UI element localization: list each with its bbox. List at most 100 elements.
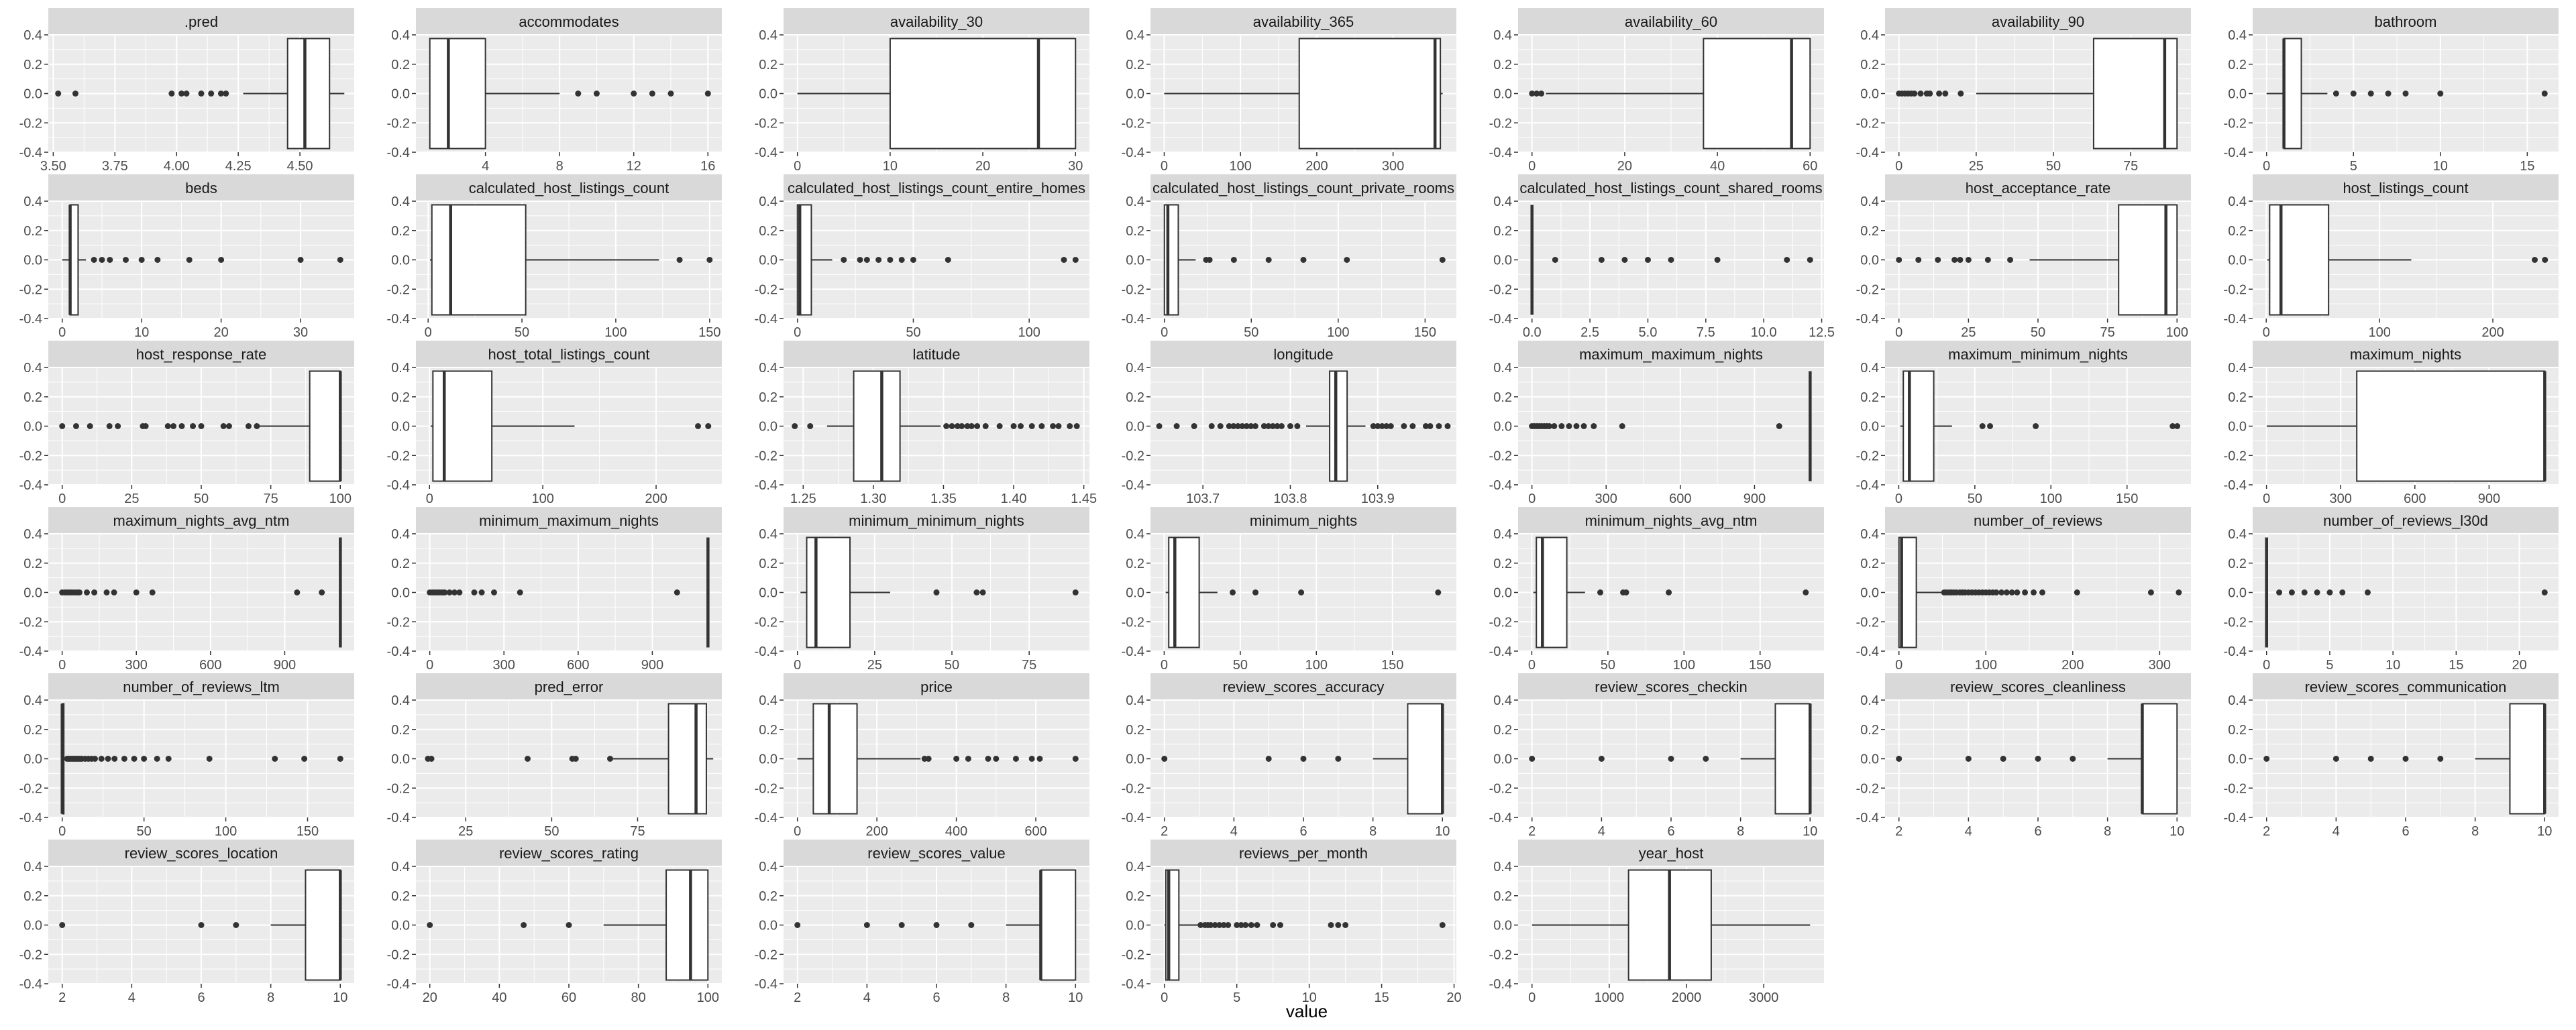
x-tick-label: 50 bbox=[1601, 658, 1615, 673]
x-tick-label: 600 bbox=[1024, 824, 1046, 839]
outlier-point bbox=[863, 922, 870, 928]
facet-strip-label: minimum_nights_avg_ntm bbox=[1585, 512, 1758, 529]
y-tick-label: 0.0 bbox=[2228, 586, 2247, 601]
outlier-point bbox=[91, 756, 98, 762]
outlier-point bbox=[1230, 589, 1236, 595]
facet-panel: minimum_maximum_nights 0.4 0.2 0.0 -0.2 -0.4 0… bbox=[387, 507, 722, 673]
outlier-point bbox=[1265, 423, 1272, 429]
y-tick-label: 0.4 bbox=[391, 361, 410, 376]
outlier-point bbox=[99, 257, 105, 263]
x-tick-label: 0 bbox=[1895, 325, 1902, 340]
facet-strip bbox=[1885, 673, 2191, 700]
x-tick-label: 300 bbox=[1595, 492, 1617, 506]
facet-panel: maximum_minimum_nights 0.4 0.2 0.0 -0.2 -0.4 0… bbox=[1856, 341, 2191, 506]
outlier-point bbox=[1072, 257, 1079, 263]
outlier-point bbox=[517, 589, 523, 595]
x-tick-label: 100 bbox=[1327, 325, 1349, 340]
x-tick-label: 103.9 bbox=[1361, 492, 1395, 506]
y-tick-label: 0.2 bbox=[1493, 723, 1512, 738]
outlier-point bbox=[337, 756, 343, 762]
x-tick-label: 6 bbox=[932, 990, 940, 1005]
x-tick-label: 4 bbox=[863, 990, 871, 1005]
y-tick-label: -0.2 bbox=[387, 116, 410, 131]
outlier-point bbox=[206, 756, 213, 762]
x-tick-label: 300 bbox=[2330, 492, 2352, 506]
facet-strip bbox=[784, 174, 1089, 201]
y-tick-label: -0.4 bbox=[1122, 644, 1144, 659]
outlier-point bbox=[968, 423, 975, 429]
y-tick-label: 0.2 bbox=[1126, 723, 1144, 738]
x-tick-label: 8 bbox=[1002, 990, 1010, 1005]
y-tick-label: -0.2 bbox=[1856, 282, 1879, 297]
x-tick-label: 100 bbox=[2166, 325, 2188, 340]
y-tick-label: 0.2 bbox=[759, 390, 777, 405]
facet-panel: availability_365 0.4 0.2 0.0 -0.2 -0.4 0 100 200… bbox=[1122, 8, 1456, 174]
y-tick-label: 0.0 bbox=[391, 752, 410, 767]
outlier-point bbox=[1260, 423, 1267, 429]
facet-panel: availability_30 0.4 0.2 0.0 -0.2 -0.4 0 10 20 30 bbox=[755, 8, 1089, 174]
outlier-point bbox=[2007, 257, 2014, 263]
x-tick-label: 3.75 bbox=[102, 159, 128, 174]
x-tick-label: 60 bbox=[1803, 159, 1817, 174]
x-tick-label: 75 bbox=[2100, 325, 2115, 340]
outlier-point bbox=[1344, 257, 1350, 263]
x-tick-label: 2 bbox=[794, 990, 801, 1005]
y-tick-label: 0.2 bbox=[1860, 58, 1879, 72]
facet-panel: latitude 0.4 0.2 0.0 -0.2 -0.4 1.25 1.30 1.35 1.4… bbox=[755, 341, 1097, 506]
y-tick-label: -0.4 bbox=[755, 312, 777, 327]
x-tick-label: 600 bbox=[2404, 492, 2426, 506]
facet-strip bbox=[1518, 8, 1824, 35]
outlier-point bbox=[478, 589, 485, 595]
y-tick-label: 0.0 bbox=[23, 253, 42, 268]
x-tick-label: 0 bbox=[425, 325, 432, 340]
x-tick-label: 100 bbox=[2368, 325, 2390, 340]
outlier-point bbox=[1270, 922, 1277, 928]
y-tick-label: -0.2 bbox=[1856, 615, 1879, 630]
facet-panel: reviews_per_month 0.4 0.2 0.0 -0.2 -0.4 0 5 10 15… bbox=[1122, 840, 1462, 1005]
x-tick-label: 10 bbox=[883, 159, 898, 174]
x-tick-label: 0 bbox=[1895, 658, 1902, 673]
y-tick-label: 0.0 bbox=[2228, 420, 2247, 435]
y-tick-label: 0.2 bbox=[759, 224, 777, 239]
facet-strip-label: calculated_host_listings_count bbox=[469, 180, 669, 196]
facet-strip-label: host_listings_count bbox=[2343, 180, 2468, 196]
outlier-point bbox=[1243, 423, 1250, 429]
x-tick-label: 0 bbox=[58, 325, 66, 340]
x-tick-label: 4.25 bbox=[225, 159, 252, 174]
y-tick-label: 0.2 bbox=[391, 58, 410, 72]
y-tick-label: 0.2 bbox=[23, 224, 42, 239]
facet-panel: number_of_reviews_ltm 0.4 0.2 0.0 -0.2 -0.4 0 5… bbox=[19, 673, 354, 839]
y-tick-label: -0.2 bbox=[1122, 615, 1144, 630]
outlier-point bbox=[1546, 423, 1552, 429]
outlier-point bbox=[945, 257, 951, 263]
y-tick-label: -0.2 bbox=[19, 449, 42, 463]
y-tick-label: 0.0 bbox=[2228, 752, 2247, 767]
outlier-point bbox=[217, 91, 224, 97]
y-tick-label: -0.2 bbox=[19, 116, 42, 131]
y-tick-label: 0.2 bbox=[23, 58, 42, 72]
outlier-point bbox=[1979, 423, 1986, 429]
facet-strip-label: calculated_host_listings_count_private_r… bbox=[1152, 180, 1454, 196]
y-tick-label: -0.4 bbox=[1856, 478, 1879, 493]
outlier-point bbox=[1234, 423, 1241, 429]
outlier-point bbox=[1538, 91, 1545, 97]
y-tick-label: 0.2 bbox=[759, 58, 777, 72]
x-tick-label: 50 bbox=[544, 824, 559, 839]
y-tick-label: -0.2 bbox=[2224, 116, 2247, 131]
y-tick-label: -0.4 bbox=[1856, 811, 1879, 825]
x-tick-label: 10 bbox=[2433, 159, 2448, 174]
facet-strip-label: pred_error bbox=[535, 679, 604, 695]
outlier-point bbox=[294, 589, 301, 595]
outlier-point bbox=[233, 922, 239, 928]
outlier-point bbox=[1896, 756, 1902, 762]
outlier-point bbox=[1580, 423, 1587, 429]
facet-panel: calculated_host_listings_count 0.4 0.2 0.0 -… bbox=[387, 174, 722, 340]
outlier-point bbox=[103, 589, 110, 595]
y-tick-label: 0.4 bbox=[23, 28, 42, 43]
outlier-point bbox=[427, 922, 433, 928]
outlier-point bbox=[1379, 423, 1385, 429]
outlier-point bbox=[2022, 589, 2029, 595]
x-tick-label: 20 bbox=[423, 990, 437, 1005]
x-tick-label: 25 bbox=[124, 492, 139, 506]
outlier-point bbox=[1370, 423, 1377, 429]
